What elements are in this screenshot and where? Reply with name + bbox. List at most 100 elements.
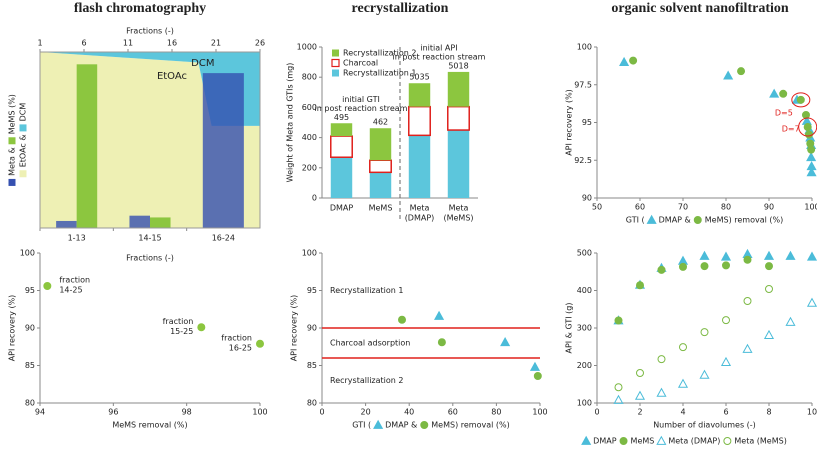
- y-axis-title: API recovery (%): [8, 295, 17, 362]
- triangle-marker: [720, 356, 732, 366]
- y-tick-label: 80: [25, 399, 35, 408]
- region-label: Recrystallization 1: [330, 286, 403, 295]
- annotation: initial GTI: [342, 95, 380, 104]
- y-axis-title: Weight of Meta and GTIs (mg): [286, 63, 295, 183]
- annotation: D=5: [775, 108, 793, 117]
- top-tick-label: 11: [123, 39, 133, 48]
- y-tick-label: 100: [577, 43, 592, 52]
- x-tick-label: 100: [532, 408, 547, 417]
- y-tick-label: 90: [582, 194, 592, 203]
- point-label: fraction: [221, 333, 252, 342]
- circle-marker: [629, 56, 638, 65]
- point-label: fraction: [59, 276, 90, 285]
- bar-segment: [369, 159, 392, 174]
- y-axis-title: API recovery (%): [290, 295, 299, 362]
- y-tick-label: 0: [312, 194, 317, 203]
- triangle-marker: [434, 310, 445, 320]
- legend-swatch: [332, 69, 339, 77]
- x-tick-label: 100: [804, 203, 817, 212]
- circle-marker: [197, 323, 206, 332]
- axis-label: DCM: [19, 103, 28, 122]
- top-tick-label: 21: [211, 39, 221, 48]
- x-tick-label: 6: [723, 408, 728, 417]
- triangle-marker: [613, 394, 624, 404]
- total-label: 5018: [448, 61, 468, 70]
- y-tick-label: 100: [302, 249, 317, 258]
- area: [40, 52, 260, 126]
- x-axis-title: MeMS) removal (%): [705, 216, 783, 225]
- top-tick-label: 16: [167, 39, 177, 48]
- circle-marker: [636, 369, 644, 377]
- circle-marker: [722, 316, 730, 325]
- label-row: GTI (DMAP & MeMS) removal (%): [626, 214, 783, 225]
- bar-segment: [330, 135, 353, 158]
- label-row: GTI (DMAP & MeMS) removal (%): [352, 419, 510, 430]
- x-tick-label: 80: [721, 203, 731, 212]
- y-tick-label: 300: [577, 324, 592, 333]
- triangle-marker: [656, 387, 667, 397]
- y-axis-title: API recovery (%): [565, 89, 574, 156]
- point-label: 16-25: [229, 343, 252, 352]
- top-axis-title: Fractions (-): [126, 27, 174, 36]
- x-tick-label: (MeMS): [443, 214, 473, 223]
- triangle-marker: [699, 250, 710, 260]
- x-tick-label: 1-13: [68, 234, 86, 243]
- circle-marker: [765, 285, 773, 293]
- bar: [56, 220, 77, 228]
- circle-marker: [803, 123, 812, 132]
- legend-label: DMAP: [593, 437, 617, 446]
- column-title: recrystallization: [352, 1, 449, 16]
- circle-marker: [398, 315, 407, 324]
- x-tick-label: 96: [108, 408, 118, 417]
- triangle-marker: [373, 419, 384, 429]
- x-tick-label: Meta: [410, 204, 430, 213]
- triangle-marker: [785, 316, 796, 326]
- legend-label: Charcoal: [343, 59, 378, 68]
- legend-label: Recrystallization 2: [343, 49, 416, 58]
- y-tick-label: 100: [20, 249, 35, 258]
- y-tick-label: 95: [307, 286, 317, 295]
- triangle-marker: [742, 343, 753, 353]
- triangle-marker: [785, 250, 796, 260]
- circle-marker: [533, 372, 542, 380]
- axis-label: EtOAc &: [19, 134, 28, 167]
- bar-segment: [369, 128, 392, 161]
- circle-marker: [636, 281, 644, 290]
- y-tick-label: 95: [582, 118, 592, 127]
- total-label: 495: [334, 113, 349, 122]
- y-tick-label: 200: [302, 163, 317, 172]
- y-tick-label: 95: [25, 286, 35, 295]
- bar-segment: [447, 130, 470, 198]
- point-label: 15-25: [170, 327, 193, 336]
- triangle-marker: [646, 214, 657, 224]
- x-tick-label: 4: [680, 408, 685, 417]
- top-tick-label: 1: [37, 39, 42, 48]
- y-tick-label: 400: [577, 286, 592, 295]
- circle-marker: [743, 297, 752, 305]
- bar-segment: [330, 157, 353, 198]
- triangle-marker: [806, 297, 817, 307]
- x-axis-title: MeMS) removal (%): [431, 421, 509, 430]
- x-axis-title: Fractions (-): [126, 254, 174, 263]
- circle-marker: [700, 262, 709, 271]
- bar: [76, 64, 98, 228]
- label-row: Meta & MeMS (%): [8, 94, 17, 186]
- x-tick-label: 100: [252, 408, 267, 417]
- total-label: 462: [373, 118, 388, 127]
- label-row: DMAP MeMS Meta (DMAP) Meta (MeMS): [581, 435, 787, 446]
- swatch: [19, 170, 27, 178]
- x-tick-label: 40: [404, 408, 414, 417]
- x-tick-label: 94: [35, 408, 45, 417]
- area-label: EtOAc: [157, 71, 187, 82]
- x-tick-label: 8: [766, 408, 771, 417]
- bar-segment: [369, 172, 392, 198]
- bar-segment: [408, 135, 431, 198]
- circle-marker: [657, 355, 666, 364]
- x-tick-label: 60: [635, 203, 645, 212]
- swatch: [8, 137, 16, 145]
- y-tick-label: 90: [25, 324, 35, 333]
- legend-label: Recrystallization 1: [343, 69, 416, 78]
- top-tick-label: 26: [255, 39, 265, 48]
- bar-segment: [447, 105, 470, 131]
- x-tick-label: 16-24: [212, 234, 235, 243]
